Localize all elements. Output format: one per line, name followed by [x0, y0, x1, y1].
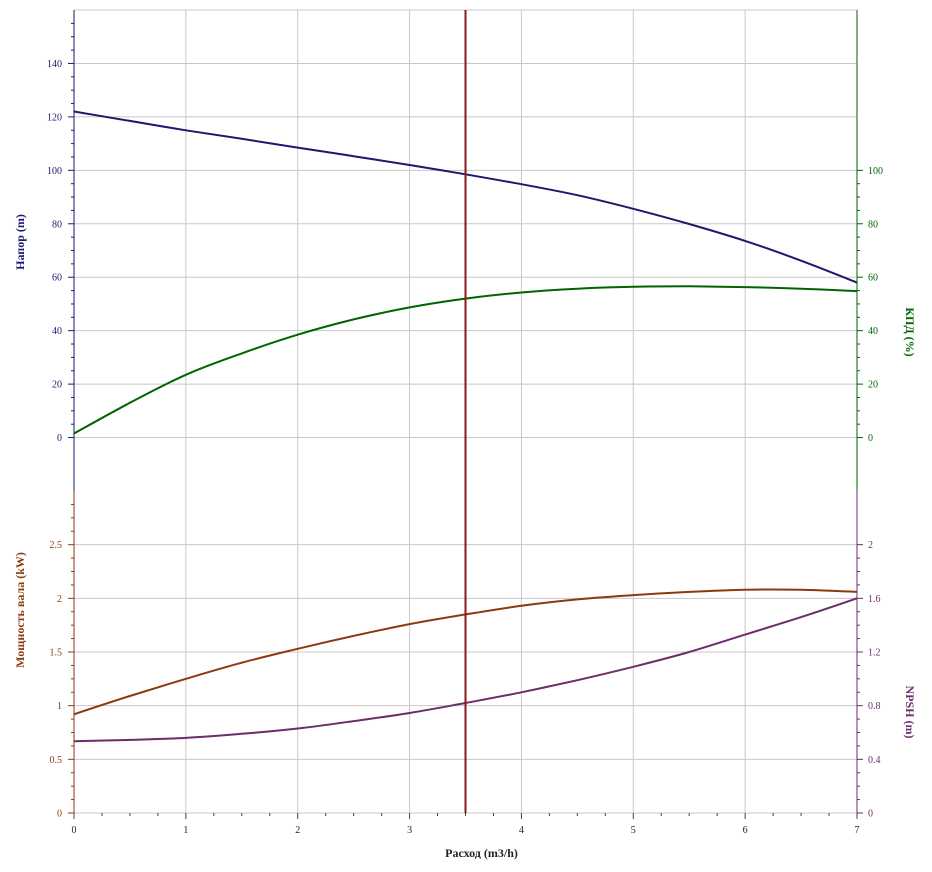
x-tick-label: 3 — [407, 825, 412, 836]
right-tick-label: 2 — [868, 540, 873, 551]
right-tick-label: 1.6 — [868, 594, 881, 605]
right-tick-label: 1.2 — [868, 648, 881, 659]
right-tick-label: 40 — [868, 326, 878, 337]
left-tick-label: 100 — [47, 166, 62, 177]
left-tick-label: 1 — [57, 701, 62, 712]
left-axis-title: Напор (m) — [13, 214, 27, 270]
axes-layer — [68, 10, 863, 819]
x-tick-label: 2 — [295, 825, 300, 836]
right-tick-label: 60 — [868, 273, 878, 284]
x-tick-label: 7 — [855, 825, 860, 836]
right-axis-title: NPSH (m) — [903, 686, 917, 739]
right-tick-label: 80 — [868, 219, 878, 230]
left-tick-label: 2.5 — [50, 540, 63, 551]
right-tick-label: 0 — [868, 809, 873, 820]
left-tick-label: 80 — [52, 219, 62, 230]
left-tick-label: 0 — [57, 433, 62, 444]
x-tick-label: 4 — [519, 825, 524, 836]
left-tick-label: 2 — [57, 594, 62, 605]
right-tick-label: 0.4 — [868, 755, 881, 766]
x-tick-label: 1 — [183, 825, 188, 836]
x-tick-label: 0 — [72, 825, 77, 836]
right-tick-label: 20 — [868, 380, 878, 391]
x-axis-title: Расход (m3/h) — [445, 846, 518, 860]
left-tick-label: 140 — [47, 59, 62, 70]
x-tick-label: 6 — [743, 825, 748, 836]
right-tick-label: 0.8 — [868, 701, 881, 712]
left-tick-label: 0 — [57, 809, 62, 820]
left-tick-label: 0.5 — [50, 755, 63, 766]
left-axis-title: Мощность вала (kW) — [13, 552, 27, 668]
right-tick-label: 0 — [868, 433, 873, 444]
x-tick-label: 5 — [631, 825, 636, 836]
right-tick-label: 100 — [868, 166, 883, 177]
left-tick-label: 120 — [47, 112, 62, 123]
left-tick-label: 60 — [52, 273, 62, 284]
left-tick-label: 1.5 — [50, 648, 63, 659]
right-axis-title: КПД (%) — [903, 307, 917, 356]
left-tick-label: 40 — [52, 326, 62, 337]
left-tick-label: 20 — [52, 380, 62, 391]
